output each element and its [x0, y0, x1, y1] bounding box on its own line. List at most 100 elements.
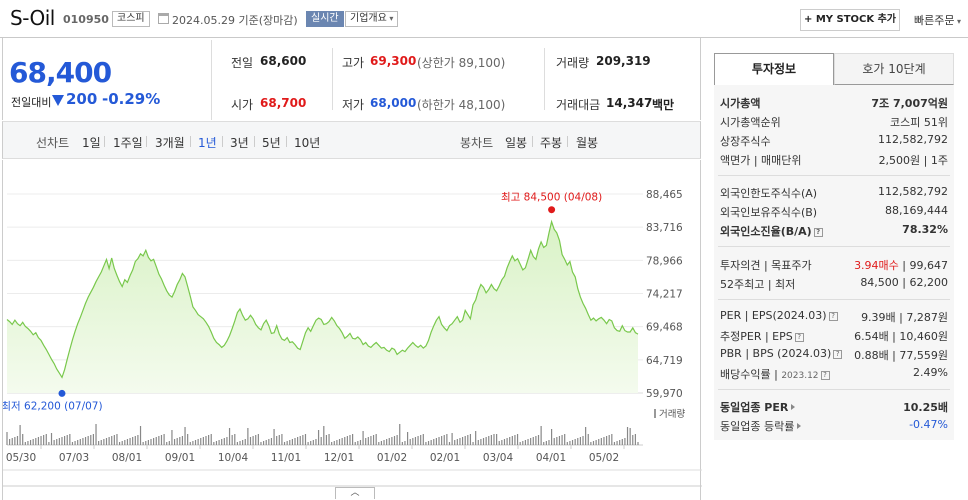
- volume-bar: [634, 434, 636, 445]
- row-value: 2.49%: [913, 366, 948, 379]
- tab-orderbook[interactable]: 호가 10단계: [834, 53, 954, 85]
- row-value: 78.32%: [902, 223, 948, 236]
- chart-area: 88,465 83,716 78,966 74,217 69,468 64,719 59,9…: [1, 160, 702, 500]
- volume-bar: [535, 436, 537, 445]
- volume-bar: [461, 437, 464, 445]
- price-diff: 200: [66, 90, 98, 108]
- volume-bar: [632, 435, 634, 445]
- tab-5y[interactable]: 5년: [262, 136, 281, 150]
- company-info-button[interactable]: 기업개요 ▾: [345, 11, 399, 27]
- x-tick-label: 03/04: [483, 452, 514, 464]
- low-label: 저가: [342, 98, 365, 112]
- tab-invest-info[interactable]: 투자정보: [714, 53, 834, 85]
- volume-bar: [87, 436, 89, 445]
- volume-bar: [247, 428, 249, 445]
- volume-bar: [150, 439, 152, 445]
- volume-bar: [103, 439, 105, 445]
- volume-bar: [592, 441, 595, 445]
- volume-bar: [64, 436, 66, 445]
- divider: [567, 136, 568, 147]
- company-info-label: 기업개요: [350, 13, 387, 24]
- volume-bar: [511, 436, 513, 445]
- volume-bar: [561, 435, 563, 445]
- volume-bar: [396, 435, 398, 445]
- help-icon[interactable]: ?: [813, 228, 823, 237]
- volume-bar: [467, 435, 469, 445]
- volume-bar: [357, 441, 359, 445]
- help-icon[interactable]: ?: [820, 371, 830, 380]
- volume-bar: [289, 440, 291, 445]
- tab-1y[interactable]: 1년: [198, 136, 217, 150]
- tab-10y[interactable]: 10년: [294, 136, 321, 150]
- volume-bar: [124, 440, 126, 445]
- volume-bar: [14, 437, 16, 445]
- volume-bar: [82, 438, 84, 445]
- amount-unit: 백만: [652, 98, 675, 112]
- volume-bar: [61, 437, 63, 445]
- volume-bar: [184, 427, 186, 445]
- volume-bar: [16, 436, 19, 445]
- quick-order-label: 빠른주문: [914, 14, 955, 27]
- volume-bar: [294, 438, 296, 445]
- collapse-chart-button[interactable]: ︿: [335, 487, 375, 499]
- volume-bar: [147, 440, 149, 445]
- help-icon[interactable]: ?: [833, 350, 843, 359]
- tab-1w[interactable]: 1주일: [113, 136, 143, 150]
- volume-bar: [496, 434, 498, 445]
- volume-bar: [134, 436, 136, 445]
- volume-bar: [409, 439, 411, 445]
- tab-3y[interactable]: 3년: [230, 136, 249, 150]
- line-chart-label: 선차트: [36, 136, 70, 150]
- x-tick-label: 09/01: [165, 452, 195, 464]
- volume-bar: [433, 439, 435, 445]
- volume-bar: [574, 439, 576, 445]
- chevron-down-icon: ▾: [954, 17, 962, 26]
- volume-bar: [137, 435, 139, 445]
- volume-bar: [213, 442, 215, 445]
- volume-value: 209,319: [596, 54, 651, 68]
- volume-bar: [472, 442, 474, 445]
- help-icon[interactable]: ?: [794, 333, 804, 342]
- tab-1d[interactable]: 1일: [82, 136, 101, 150]
- w52-row: 52주최고 | 최저 84,500 | 62,200: [720, 276, 948, 294]
- industry-rate-row[interactable]: 동일업종 등락률 -0.47%: [720, 418, 948, 436]
- chevron-right-icon: [791, 404, 796, 410]
- quick-order-button[interactable]: 빠른주문 ▾: [914, 12, 961, 28]
- volume-bar: [113, 435, 115, 445]
- volume-bar: [490, 435, 492, 445]
- volume-bar: [163, 434, 165, 445]
- volume-bar: [480, 439, 482, 445]
- realtime-button[interactable]: 실시간: [306, 11, 344, 27]
- volume-bar: [29, 440, 32, 445]
- tab-monthly[interactable]: 월봉: [576, 136, 599, 150]
- y-tick-label: 69,468: [646, 322, 683, 334]
- opinion-value: 3.94매수: [854, 259, 899, 272]
- tab-weekly[interactable]: 주봉: [540, 136, 563, 150]
- min-point: [58, 389, 66, 397]
- x-tick-label: 10/04: [218, 452, 249, 464]
- volume-bar: [506, 438, 508, 445]
- volume-bar: [116, 434, 118, 445]
- volume-bar: [341, 438, 343, 445]
- summary-panel: [2, 38, 701, 120]
- volume-bar: [257, 434, 259, 445]
- divider: [718, 246, 950, 247]
- industry-per-row[interactable]: 동일업종 PER 10.25배: [720, 399, 948, 417]
- tab-3m[interactable]: 3개월: [155, 136, 185, 150]
- x-tick-label: 05/02: [589, 452, 619, 464]
- x-tick-label: 02/01: [430, 452, 460, 464]
- dividend-row: 배당수익률 | 2023.12? 2.49%: [720, 366, 948, 381]
- tab-daily[interactable]: 일봉: [505, 136, 528, 150]
- help-icon[interactable]: ?: [828, 312, 838, 321]
- volume-bar: [90, 435, 92, 445]
- add-mystock-button[interactable]: + MY STOCK 추가: [800, 9, 900, 31]
- divider: [718, 299, 950, 300]
- volume-bar: [260, 442, 262, 445]
- open-value: 68,700: [260, 96, 307, 110]
- candle-chart-label: 봉차트: [460, 136, 494, 150]
- volume-bar: [173, 439, 176, 445]
- calendar-icon: [158, 13, 169, 24]
- volume-bar: [425, 442, 427, 445]
- high-label: 고가: [342, 56, 365, 70]
- volume-bar: [171, 430, 173, 445]
